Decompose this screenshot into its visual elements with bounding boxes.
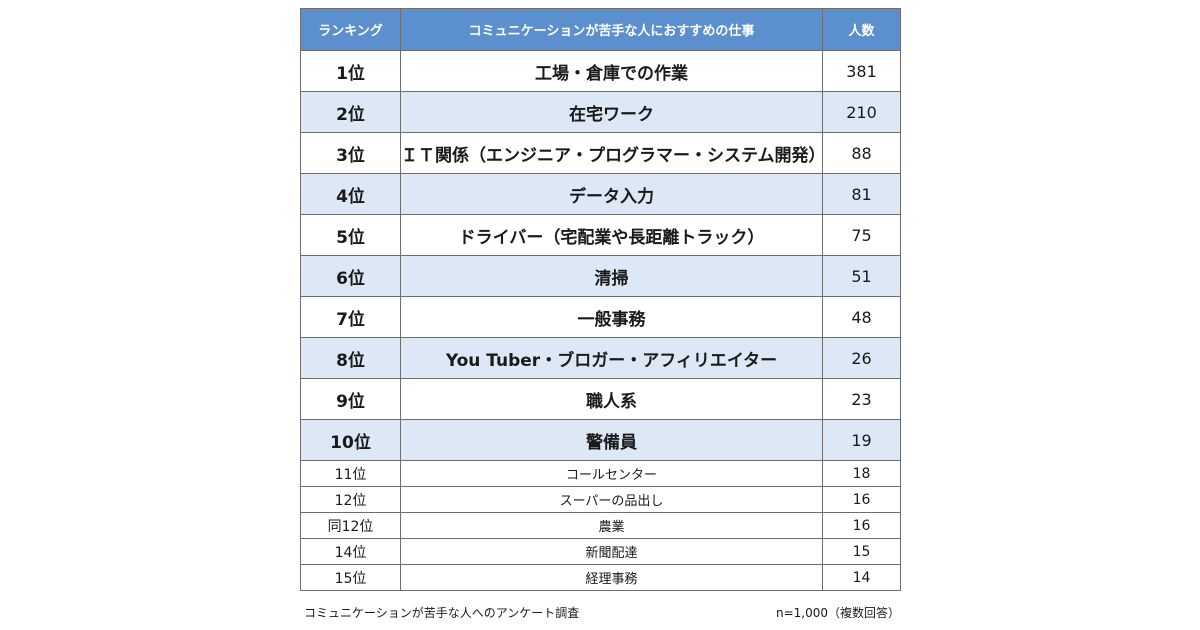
count-cell: 51 <box>822 255 901 297</box>
table-row: 12位 スーパーの品出し 16 <box>300 486 901 513</box>
rank-cell: 1位 <box>300 50 401 92</box>
rank-cell: 2位 <box>300 91 401 133</box>
job-cell: 経理事務 <box>400 564 823 591</box>
header-count: 人数 <box>822 8 901 51</box>
rank-cell: 3位 <box>300 132 401 174</box>
count-cell: 19 <box>822 419 901 461</box>
table-row: 8位 You Tuber・ブロガー・アフィリエイター 26 <box>300 337 901 379</box>
table-row: 4位 データ入力 81 <box>300 173 901 215</box>
job-cell: You Tuber・ブロガー・アフィリエイター <box>400 337 823 379</box>
table-row: 6位 清掃 51 <box>300 255 901 297</box>
rank-cell: 同12位 <box>300 512 401 539</box>
job-cell: ＩＴ関係（エンジニア・プログラマー・システム開発） <box>400 132 823 174</box>
survey-source-note: コミュニケーションが苦手な人へのアンケート調査 <box>304 606 580 620</box>
job-cell: 在宅ワーク <box>400 91 823 133</box>
job-cell: 警備員 <box>400 419 823 461</box>
sample-size-note: n=1,000（複数回答） <box>775 606 900 620</box>
job-cell: 職人系 <box>400 378 823 420</box>
table-row: 同12位 農業 16 <box>300 512 901 539</box>
ranking-table: ランキング コミュニケーションが苦手な人におすすめの仕事 人数 1位 工場・倉庫… <box>300 8 901 591</box>
count-cell: 81 <box>822 173 901 215</box>
rank-cell: 9位 <box>300 378 401 420</box>
header-rank: ランキング <box>300 8 401 51</box>
table-header-row: ランキング コミュニケーションが苦手な人におすすめの仕事 人数 <box>300 8 901 51</box>
ranking-table-container: ランキング コミュニケーションが苦手な人におすすめの仕事 人数 1位 工場・倉庫… <box>300 8 901 591</box>
rank-cell: 6位 <box>300 255 401 297</box>
rank-cell: 15位 <box>300 564 401 591</box>
table-row: 1位 工場・倉庫での作業 381 <box>300 50 901 92</box>
table-row: 15位 経理事務 14 <box>300 564 901 591</box>
job-cell: データ入力 <box>400 173 823 215</box>
rank-cell: 5位 <box>300 214 401 256</box>
count-cell: 381 <box>822 50 901 92</box>
count-cell: 14 <box>822 564 901 591</box>
rank-cell: 10位 <box>300 419 401 461</box>
count-cell: 16 <box>822 512 901 539</box>
job-cell: 工場・倉庫での作業 <box>400 50 823 92</box>
table-row: 3位 ＩＴ関係（エンジニア・プログラマー・システム開発） 88 <box>300 132 901 174</box>
job-cell: コールセンター <box>400 460 823 487</box>
rank-cell: 4位 <box>300 173 401 215</box>
table-row: 11位 コールセンター 18 <box>300 460 901 487</box>
count-cell: 18 <box>822 460 901 487</box>
table-row: 7位 一般事務 48 <box>300 296 901 338</box>
count-cell: 210 <box>822 91 901 133</box>
table-row: 2位 在宅ワーク 210 <box>300 91 901 133</box>
job-cell: 新聞配達 <box>400 538 823 565</box>
rank-cell: 14位 <box>300 538 401 565</box>
rank-cell: 7位 <box>300 296 401 338</box>
table-row: 14位 新聞配達 15 <box>300 538 901 565</box>
rank-cell: 8位 <box>300 337 401 379</box>
count-cell: 75 <box>822 214 901 256</box>
table-row: 9位 職人系 23 <box>300 378 901 420</box>
table-row: 5位 ドライバー（宅配業や長距離トラック） 75 <box>300 214 901 256</box>
job-cell: 清掃 <box>400 255 823 297</box>
count-cell: 26 <box>822 337 901 379</box>
job-cell: スーパーの品出し <box>400 486 823 513</box>
count-cell: 15 <box>822 538 901 565</box>
table-row: 10位 警備員 19 <box>300 419 901 461</box>
rank-cell: 12位 <box>300 486 401 513</box>
count-cell: 16 <box>822 486 901 513</box>
job-cell: 農業 <box>400 512 823 539</box>
count-cell: 23 <box>822 378 901 420</box>
job-cell: ドライバー（宅配業や長距離トラック） <box>400 214 823 256</box>
rank-cell: 11位 <box>300 460 401 487</box>
header-job: コミュニケーションが苦手な人におすすめの仕事 <box>400 8 823 51</box>
count-cell: 88 <box>822 132 901 174</box>
job-cell: 一般事務 <box>400 296 823 338</box>
count-cell: 48 <box>822 296 901 338</box>
